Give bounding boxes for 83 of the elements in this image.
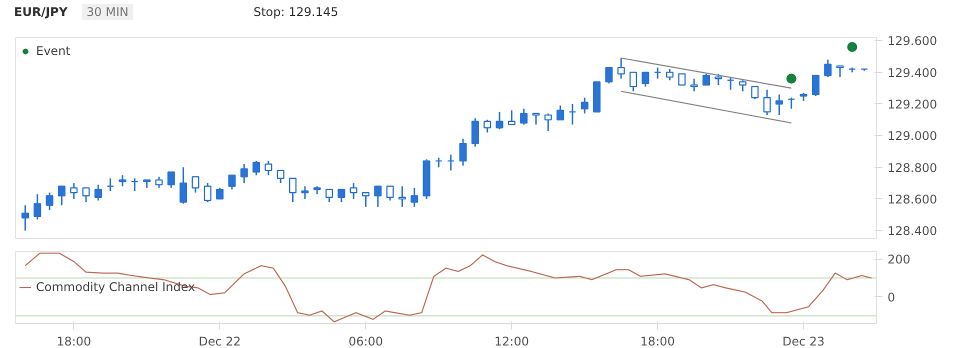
candlestick [325,188,334,203]
candlestick [788,96,796,110]
candlestick [276,170,284,184]
candlestick [362,192,370,208]
candlestick [130,178,138,192]
text: Stop: 129.145 [253,5,338,19]
candlestick [46,192,54,211]
candlestick [410,187,418,208]
candlestick [714,73,722,86]
candlestick [434,157,442,168]
legend-label: Commodity Channel Index [36,280,196,294]
candlestick [386,186,394,202]
candlestick [508,110,516,126]
x-tick-label: 06:00 [348,334,384,348]
chart-title: EUR/JPY [14,5,68,19]
candlestick [106,178,114,192]
candlestick [82,187,90,203]
candlestick [167,171,175,189]
candlestick [58,186,66,206]
y-tick-label: 129.000 [888,129,938,144]
candlestick [617,57,625,80]
x-tick-label: 18:00 [56,334,92,348]
chart-subtitle: 30 MIN [82,4,134,20]
candlestick [726,76,734,90]
candlestick [216,187,224,200]
y-tick-label: 129.400 [888,66,938,80]
candlestick [264,160,272,176]
candlestick [666,68,674,81]
x-tick-label: Dec 23 [782,334,825,348]
candlestick [398,186,406,208]
candlestick [605,66,613,84]
candlestick [192,176,200,194]
candlestick [484,119,492,134]
candlestick [812,74,820,97]
y-tick-label: 200 [888,252,910,267]
candlestick [568,103,576,126]
candlestick [642,72,650,88]
y-tick-label: 128.400 [888,224,938,238]
candlestick [824,58,832,78]
candlestick [532,112,540,126]
x-tick-label: Dec 22 [198,334,241,348]
candlestick [350,182,358,200]
x-tick-label: 12:00 [494,334,529,348]
candlestick [459,138,467,166]
candlestick [21,204,29,232]
candlestick [204,182,212,203]
candlestick [338,188,346,203]
candlestick [228,174,236,190]
y-tick-label: 128.800 [888,160,938,175]
candlestick [690,78,698,92]
candlestick [763,88,771,116]
candlestick [496,111,504,130]
candlestick [544,112,552,132]
candlestick [301,186,309,200]
candlestick [471,117,479,148]
y-tick-label: 129.600 [888,34,938,48]
candlestick [94,184,102,202]
candlestick [289,178,297,203]
candlestick [836,65,844,78]
candlestick [580,96,588,114]
candlestick [775,94,783,116]
legend-label: Event [36,44,70,58]
candlestick [447,154,455,172]
y-tick-label: 0 [888,290,896,304]
candlestick [118,174,126,188]
y-tick-label: 128.600 [888,192,938,206]
candlestick [374,186,382,208]
y-tick-label: 129.200 [888,97,938,112]
candlestick [751,86,759,100]
candlestick [70,182,78,200]
candlestick [678,73,686,86]
candlestick [155,176,163,189]
candlestick [180,166,188,204]
candlestick [34,193,42,220]
candlestick [702,73,710,86]
candlestick [240,163,248,184]
x-tick-label: 18:00 [640,334,675,348]
candlestick [738,79,746,92]
candlestick [556,104,564,121]
candlestick [630,72,638,92]
candlestick [252,160,260,176]
candlestick [654,66,662,80]
candlestick [520,108,528,126]
